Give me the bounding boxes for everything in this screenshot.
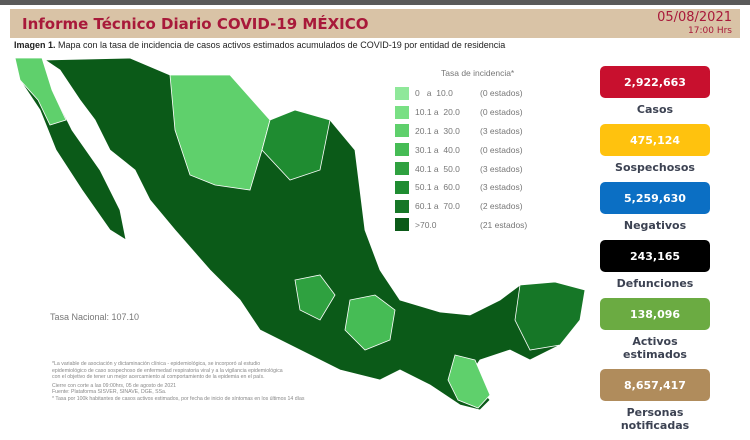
stat-card: 243,165 Defunciones — [600, 240, 710, 290]
stat-card: 475,124 Sospechosos — [600, 124, 710, 174]
report-title: Informe Técnico Diario COVID-19 MÉXICO — [22, 15, 369, 33]
legend-count: (21 estados) — [480, 219, 528, 230]
incidence-legend: Tasa de incidencia* 0 a 10.0 (0 estados) 1… — [395, 68, 527, 234]
legend-range: 10.1 a 20.0 — [415, 107, 460, 118]
stat-card: 8,657,417 Personas notificadas — [600, 369, 710, 432]
national-rate: Tasa Nacional: 107.10 — [50, 312, 140, 322]
legend-item: 0 a 10.0 (0 estados) — [395, 84, 527, 103]
legend-swatch — [395, 86, 409, 100]
stat-value: 5,259,630 — [600, 182, 710, 214]
map-chihuahua — [169, 74, 271, 191]
stat-value: 8,657,417 — [600, 369, 710, 401]
legend-range: 50.1 a 60.0 — [415, 182, 460, 193]
legend-count: (3 estados) — [480, 163, 523, 174]
legend-range: 0 a 10.0 — [415, 88, 453, 99]
legend-item: 60.1 a 70.0 (2 estados) — [395, 197, 527, 216]
stat-label: Negativos — [623, 219, 687, 232]
legend-swatch — [395, 162, 409, 176]
stat-label: Activos estimados — [623, 335, 687, 361]
mexico-incidence-map — [14, 57, 586, 411]
footnote-line: *La variable de asociación y dictaminaci… — [52, 361, 261, 367]
caption-label: Imagen 1. — [14, 40, 56, 50]
legend-swatch — [395, 124, 409, 138]
legend-swatch — [395, 180, 409, 194]
map-coahuila — [261, 109, 331, 181]
stat-label: Sospechosos — [615, 161, 695, 174]
footnote-line: epidemiológico de caso sospechoso de enf… — [52, 367, 283, 374]
map-central-states — [344, 294, 396, 351]
map-baja-north — [14, 57, 67, 126]
legend-count: (0 estados) — [480, 144, 523, 155]
stat-card: 5,259,630 Negativos — [600, 182, 710, 232]
stats-panel: 2,922,663 Casos 475,124 Sospechosos 5,259,63… — [600, 66, 710, 440]
report-date: 05/08/2021 — [657, 10, 732, 25]
legend-item: 40.1 a 50.0 (3 estados) — [395, 159, 527, 178]
footnote-line: con el objetivo de tener un mejor acerca… — [52, 374, 265, 381]
map-yucatan — [514, 281, 586, 351]
stat-label: Personas notificadas — [620, 406, 690, 432]
map-jalisco — [294, 274, 336, 321]
top-bar — [0, 0, 750, 5]
legend-range: 20.1 a 30.0 — [415, 125, 460, 136]
legend-item: 20.1 a 30.0 (3 estados) — [395, 122, 527, 141]
stat-value: 243,165 — [600, 240, 710, 272]
report-header: Informe Técnico Diario COVID-19 MÉXICO 0… — [10, 9, 740, 38]
legend-item: 30.1 a 40.0 (0 estados) — [395, 140, 527, 159]
legend-item: 10.1 a 20.0 (0 estados) — [395, 103, 527, 122]
legend-swatch — [395, 105, 409, 119]
legend-count: (2 estados) — [480, 201, 523, 212]
legend-count: (3 estados) — [480, 125, 523, 136]
legend-swatch — [395, 199, 409, 213]
legend-range: 60.1 a 70.0 — [415, 201, 460, 212]
legend-swatch — [395, 143, 409, 157]
stat-value: 138,096 — [600, 298, 710, 330]
legend-count: (0 estados) — [480, 107, 523, 118]
image-caption: Imagen 1. Mapa con la tasa de incidencia… — [14, 40, 505, 50]
legend-range: >70.0 — [415, 219, 437, 230]
stat-value: 2,922,663 — [600, 66, 710, 98]
legend-count: (3 estados) — [480, 182, 523, 193]
legend-range: 40.1 a 50.0 — [415, 163, 460, 174]
legend-title: Tasa de incidencia* — [441, 68, 515, 78]
caption-text: Mapa con la tasa de incidencia de casos … — [55, 40, 506, 50]
report-time: 17:00 Hrs — [688, 26, 732, 36]
legend-item: >70.0 (21 estados) — [395, 216, 527, 235]
stat-value: 475,124 — [600, 124, 710, 156]
legend-swatch — [395, 218, 409, 232]
stat-label: Defunciones — [616, 277, 694, 290]
footnotes: *La variable de asociación y dictaminaci… — [52, 361, 305, 403]
stat-card: 2,922,663 Casos — [600, 66, 710, 116]
footnote-line: * Tasa por 100k habitantes de casos acti… — [52, 395, 305, 402]
map-oaxaca — [447, 354, 491, 409]
footnote-line: Cierre con corte a las 09:00hrs, 05 de a… — [52, 382, 177, 389]
stat-card: 138,096 Activos estimados — [600, 298, 710, 361]
legend-count: (0 estados) — [480, 88, 523, 99]
stat-label: Casos — [636, 103, 674, 116]
legend-item: 50.1 a 60.0 (3 estados) — [395, 178, 527, 197]
legend-range: 30.1 a 40.0 — [415, 144, 460, 155]
footnote-line: Fuente: Plataforma SISVER, SINAVE, DGE, … — [52, 389, 167, 396]
